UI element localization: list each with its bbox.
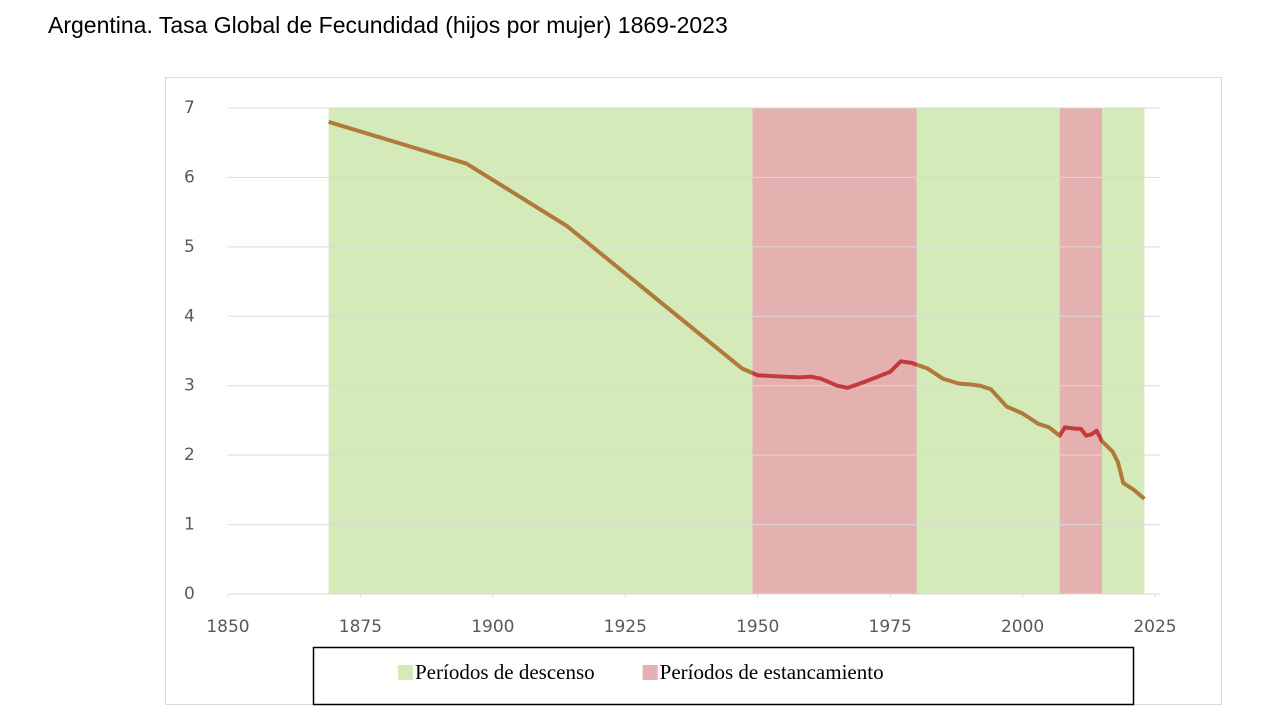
legend-swatch: [398, 665, 413, 680]
y-tick-label: 0: [184, 584, 195, 604]
legend-box: [312, 646, 1135, 706]
legend-label: Períodos de estancamiento: [660, 660, 884, 684]
y-tick-label: 3: [184, 376, 195, 396]
x-tick-label: 1900: [471, 617, 514, 637]
y-tick-label: 2: [184, 445, 195, 465]
x-tick-label: 1850: [206, 617, 249, 637]
y-tick-label: 1: [184, 515, 195, 535]
x-tick-label: 1875: [339, 617, 382, 637]
legend-swatch: [642, 665, 658, 680]
y-tick-label: 5: [184, 237, 195, 257]
period-band: [1102, 108, 1145, 594]
y-tick-label: 7: [184, 98, 195, 118]
period-band: [916, 108, 1060, 594]
x-tick-label: 2000: [1001, 617, 1044, 637]
legend-label: Períodos de descenso: [415, 660, 595, 684]
period-band: [1059, 108, 1103, 594]
fertility-line: [328, 119, 1146, 501]
x-tick-label: 1975: [869, 617, 912, 637]
y-tick-label: 4: [184, 306, 195, 326]
chart-title: Argentina. Tasa Global de Fecundidad (hi…: [48, 12, 728, 38]
period-band: [752, 108, 917, 594]
x-tick-label: 2025: [1133, 617, 1176, 637]
period-band: [328, 108, 753, 594]
x-tick-label: 1950: [736, 617, 779, 637]
y-tick-label: 6: [184, 167, 195, 187]
x-tick-label: 1925: [604, 617, 647, 637]
